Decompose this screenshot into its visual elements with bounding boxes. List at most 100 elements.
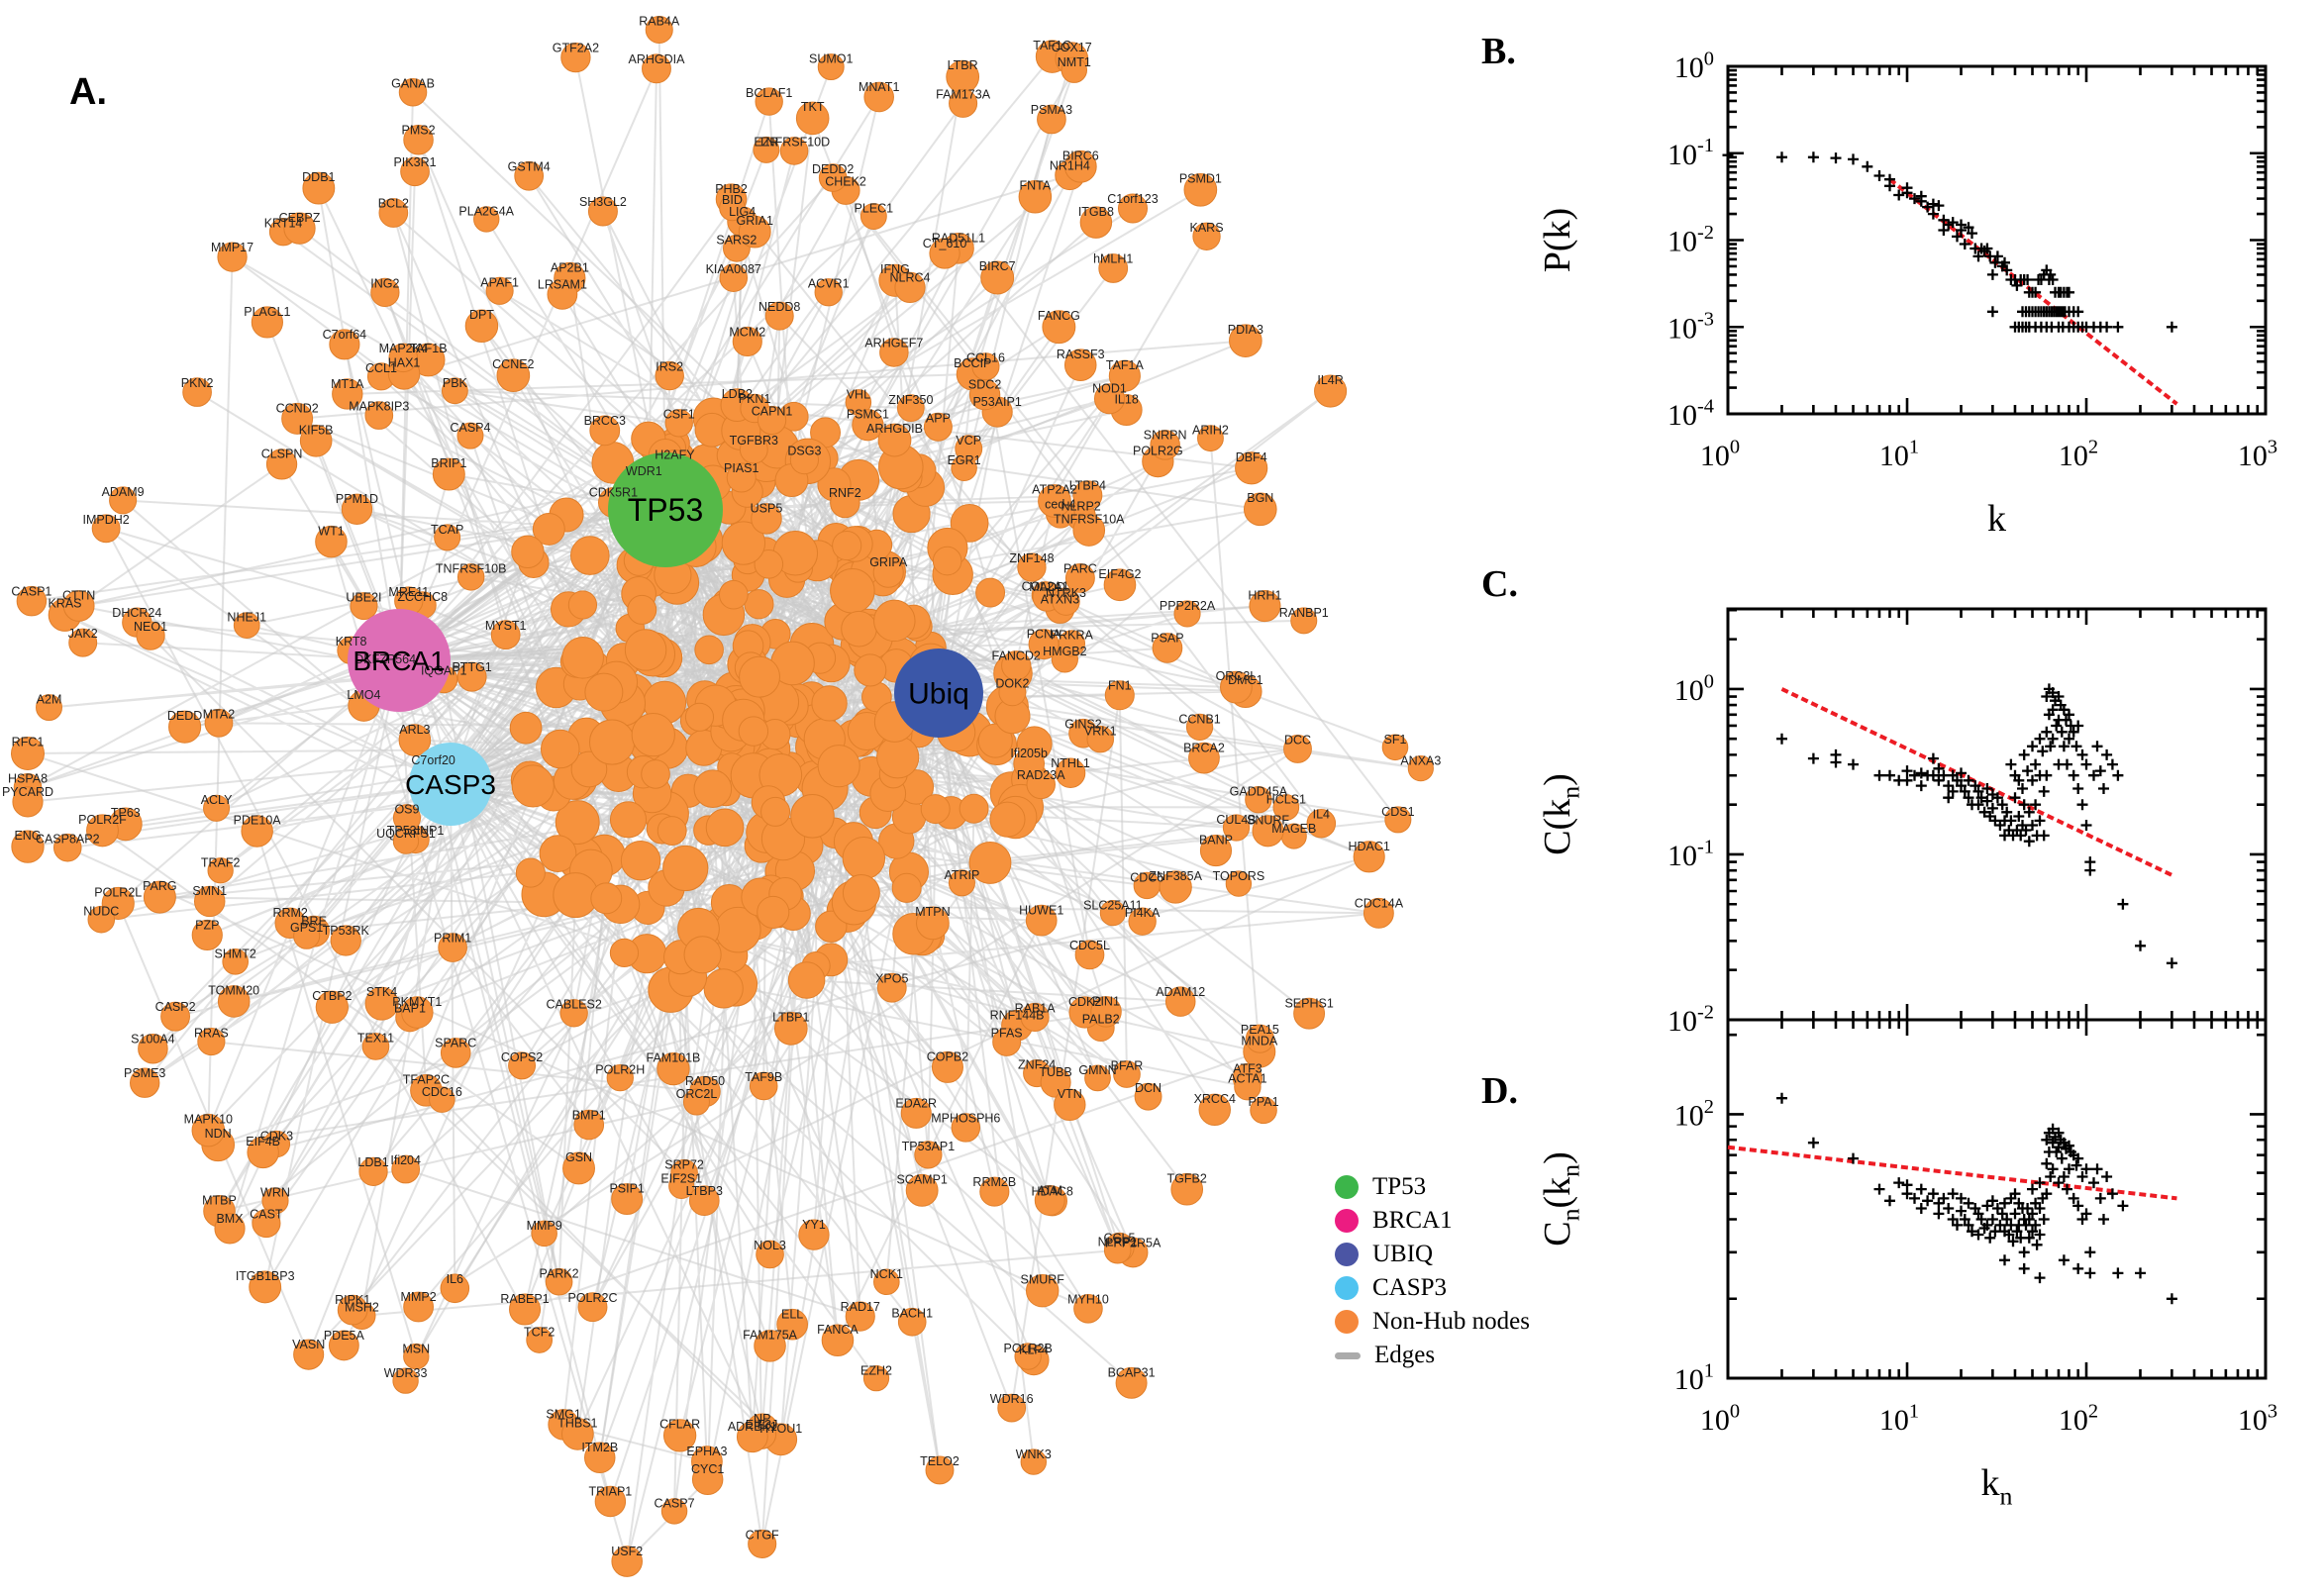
- node-label: GRIA1: [736, 214, 773, 228]
- non-hub-node: [91, 514, 121, 544]
- non-hub-node: [392, 1367, 419, 1394]
- node-label: CCNB1: [1178, 712, 1220, 726]
- node-label: MAPK10: [184, 1112, 233, 1126]
- non-hub-node: [496, 358, 531, 392]
- node-label: PYCARD: [2, 785, 53, 799]
- non-hub-node: [1103, 568, 1137, 602]
- non-hub-node: [656, 816, 687, 847]
- non-hub-node: [1225, 870, 1253, 897]
- non-hub-node: [1104, 680, 1135, 711]
- plot-box-d: [1726, 1018, 2268, 1380]
- non-hub-node: [400, 156, 430, 187]
- non-hub-node: [739, 435, 768, 464]
- non-hub-node: [811, 685, 848, 722]
- node-label: TFAP2C: [403, 1073, 450, 1087]
- non-hub-node: [979, 1176, 1010, 1207]
- non-hub-node: [873, 1268, 900, 1296]
- node-label: NLRP2: [1060, 499, 1100, 513]
- node-label: HUWE1: [1019, 903, 1063, 917]
- node-label: PIN1: [1092, 995, 1120, 1009]
- node-label: PDIA3: [1228, 323, 1263, 337]
- non-hub-node: [642, 53, 671, 84]
- node-label: MPHOSPH6: [931, 1112, 1000, 1126]
- node-label: NR1H4: [1050, 158, 1090, 172]
- node-label: CT_610: [923, 237, 967, 250]
- non-hub-node: [718, 579, 749, 610]
- node-label: ATP2A2: [1032, 483, 1077, 497]
- node-label: MAGEB: [1271, 822, 1316, 836]
- non-hub-node: [388, 343, 419, 373]
- non-hub-node: [514, 160, 545, 191]
- node-label: PIK3R1: [393, 155, 436, 169]
- node-label: EPHA3: [686, 1445, 727, 1458]
- node-label: RRAS: [194, 1027, 229, 1041]
- node-label: KLF4: [1019, 1344, 1049, 1357]
- node-label: POLR2H: [595, 1062, 645, 1076]
- node-label: P53AIP1: [972, 395, 1021, 409]
- non-hub-node: [36, 694, 62, 722]
- x-tick-label-b: 103: [2238, 436, 2277, 472]
- node-label: KRT8: [336, 635, 367, 648]
- non-hub-node: [1381, 734, 1409, 761]
- y-tick-label-c: 100: [1674, 670, 1714, 707]
- node-label: SPARC: [435, 1037, 476, 1050]
- node-label: POLR2C: [567, 1291, 617, 1305]
- node-label: NCK1: [870, 1267, 903, 1281]
- hub-node-brca1: [348, 609, 451, 712]
- node-label: PARK2: [540, 1266, 579, 1280]
- node-label: BRE: [301, 914, 327, 928]
- non-hub-node: [923, 412, 953, 442]
- non-hub-node: [1115, 1366, 1148, 1399]
- non-hub-node: [341, 493, 373, 525]
- non-hub-node: [490, 620, 521, 650]
- non-hub-node: [975, 577, 1006, 608]
- non-hub-node: [1038, 484, 1071, 518]
- non-hub-node: [631, 712, 675, 757]
- non-hub-node: [795, 101, 830, 136]
- node-label: CAPN1: [752, 404, 793, 418]
- node-label: SARS2: [716, 233, 757, 247]
- node-label: ced-4: [1045, 497, 1075, 511]
- node-label: RAD17: [841, 1300, 880, 1314]
- non-hub-node: [539, 835, 577, 872]
- y-tick-label-d: 101: [1674, 1359, 1714, 1396]
- non-hub-node: [779, 137, 809, 165]
- node-label: FANCD2: [992, 649, 1041, 663]
- non-hub-node: [1063, 150, 1097, 183]
- node-label: RAD50: [685, 1074, 725, 1088]
- node-label: PZP: [195, 918, 219, 932]
- node-label: SLC25A11: [1083, 899, 1143, 913]
- node-label: MYH10: [1067, 1293, 1109, 1307]
- node-label: PKN2: [181, 376, 214, 390]
- node-label: PDE10A: [234, 814, 282, 828]
- non-hub-node: [265, 449, 298, 480]
- non-hub-node: [929, 238, 960, 269]
- non-hub-node: [456, 661, 487, 692]
- non-hub-node: [361, 1033, 390, 1060]
- non-hub-node: [1072, 480, 1103, 511]
- node-label: WDR1: [626, 464, 662, 478]
- node-label: LIG4: [729, 205, 756, 219]
- node-label: GTF2A2: [553, 41, 599, 54]
- non-hub-node: [1220, 670, 1253, 704]
- non-hub-node: [609, 938, 640, 968]
- non-hub-node: [1185, 713, 1214, 742]
- non-hub-node: [350, 592, 378, 621]
- non-hub-node: [757, 405, 787, 436]
- plot-box-b: [1726, 64, 2268, 416]
- non-hub-node: [16, 585, 48, 617]
- non-hub-node: [789, 445, 820, 475]
- node-label: CASP1: [11, 584, 51, 598]
- non-hub-node: [315, 525, 348, 558]
- node-label: MMP9: [527, 1219, 562, 1233]
- non-hub-node: [948, 869, 975, 897]
- non-hub-node: [403, 1291, 434, 1323]
- non-hub-node: [432, 457, 465, 491]
- non-hub-node: [1128, 907, 1157, 936]
- node-label: DCC: [1284, 734, 1311, 748]
- non-hub-node: [655, 360, 684, 391]
- non-hub-node: [403, 1343, 430, 1370]
- non-hub-node: [251, 306, 283, 339]
- non-hub-node: [842, 873, 880, 912]
- node-label: USP5: [751, 502, 783, 516]
